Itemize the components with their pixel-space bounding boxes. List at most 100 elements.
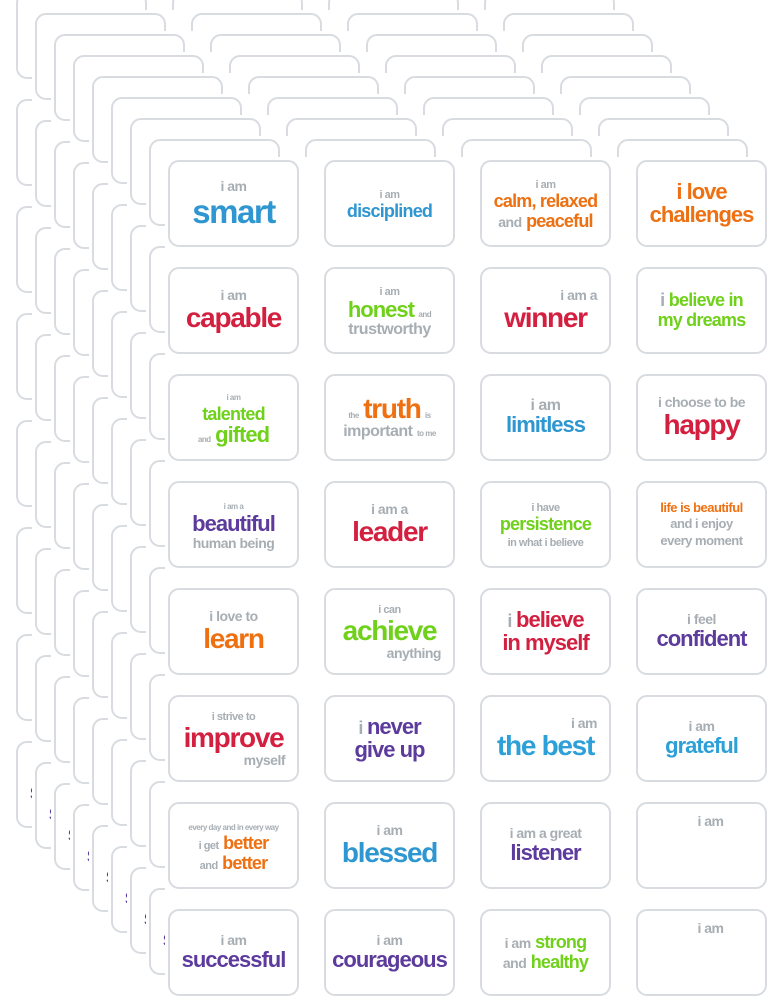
sticker-text: i am [220, 932, 247, 949]
sticker-text: disciplined [346, 201, 433, 221]
sticker-line: i never [326, 714, 453, 740]
sticker-line: happy [638, 411, 765, 440]
sticker-text: achieve [342, 615, 438, 647]
sticker-text: i am [376, 822, 403, 839]
sticker-text: the best [497, 730, 595, 762]
sticker-text: i am [570, 715, 598, 732]
sticker-text: and [199, 859, 219, 872]
sticker-line: talented [170, 405, 297, 424]
sticker-line: i am [326, 283, 453, 299]
sticker-text: courageous [332, 947, 448, 973]
sticker-text: never [366, 714, 422, 740]
sticker-text: the [348, 411, 359, 421]
sticker-line: i have [482, 499, 609, 515]
sticker-line: beautiful [170, 513, 297, 535]
sticker-text: every day and in every way [188, 823, 279, 833]
sticker-text: i [660, 290, 665, 311]
sticker-line: persistence [482, 515, 609, 534]
sticker-text: blessed [341, 837, 438, 869]
sticker-text: i am [504, 935, 532, 952]
sticker-text: capable [185, 302, 282, 334]
sticker-line: confident [638, 628, 765, 650]
sticker-line: i am [170, 388, 297, 404]
sticker-text: i love [676, 179, 727, 205]
sticker-line: disciplined [326, 202, 453, 221]
sticker-text: i am a great [509, 825, 582, 842]
sticker-text: i am [688, 718, 715, 735]
sticker-line: i feel [638, 612, 765, 628]
sticker-line: improve [170, 723, 297, 753]
sticker-line: courageous [326, 949, 453, 971]
sticker-i-am: i am [636, 802, 767, 889]
sticker-line: capable [170, 304, 297, 333]
sticker-text: i feel [687, 611, 716, 628]
sticker-line: i am a great [482, 826, 609, 842]
sticker-text: in myself [502, 629, 589, 655]
sticker-line: i believe in [638, 291, 765, 310]
sticker-text: grateful [665, 733, 739, 759]
sticker-text: believe [516, 607, 585, 633]
sticker-text: every moment [660, 532, 743, 548]
sticker-line: limitless [482, 414, 609, 436]
sticker-line: leader [326, 518, 453, 547]
sticker-line: i am [326, 933, 453, 949]
sticker-text: anything [386, 644, 442, 661]
sticker-line: grateful [638, 735, 765, 757]
sticker-line: i am [482, 716, 609, 732]
sticker-text: i have [531, 501, 560, 514]
sticker-text: believe in [668, 290, 744, 311]
sticker-line: i can [326, 601, 453, 617]
sticker-text: better [222, 852, 268, 873]
sticker-text: i strive to [211, 710, 256, 723]
sticker-text: i [358, 718, 363, 739]
sticker-line: i am a [326, 502, 453, 518]
sticker-text: i am [226, 393, 241, 403]
sticker-line: in what i believe [482, 534, 609, 550]
sticker-line: in myself [482, 629, 609, 655]
sticker-text: persistence [499, 513, 592, 534]
sticker-line: challenges [638, 201, 765, 227]
sticker-text: give up [354, 736, 425, 762]
sticker-line: and better [170, 852, 297, 873]
sticker-text: confident [656, 626, 748, 652]
sticker-line: important to me [326, 423, 453, 440]
sticker-text: i am [220, 177, 247, 194]
sticker-text: myself [243, 751, 286, 768]
sticker-text: my dreams [657, 309, 747, 330]
sticker-line: life is beautiful [638, 500, 765, 516]
sticker-text: i am a [560, 287, 597, 304]
sticker-line: and peaceful [482, 211, 609, 231]
sticker-line: successful [170, 949, 297, 971]
sticker-text: gifted [215, 422, 270, 448]
sticker-text: to me [416, 428, 436, 438]
sticker-line: i am [170, 933, 297, 949]
sticker-text: i am [220, 287, 247, 304]
sticker-line: human being [170, 536, 297, 552]
sticker-line: i am strong [482, 933, 609, 952]
sticker-text: smart [192, 192, 276, 230]
sticker-line: i choose to be [638, 395, 765, 411]
sticker-text: challenges [649, 201, 755, 227]
sticker-text: better [223, 833, 269, 854]
sticker-line: calm, relaxed [482, 192, 609, 211]
sticker-line: i am [326, 186, 453, 202]
sticker-sheet-front: i am smart i am disciplined i am calm, relaxe… [165, 157, 770, 999]
